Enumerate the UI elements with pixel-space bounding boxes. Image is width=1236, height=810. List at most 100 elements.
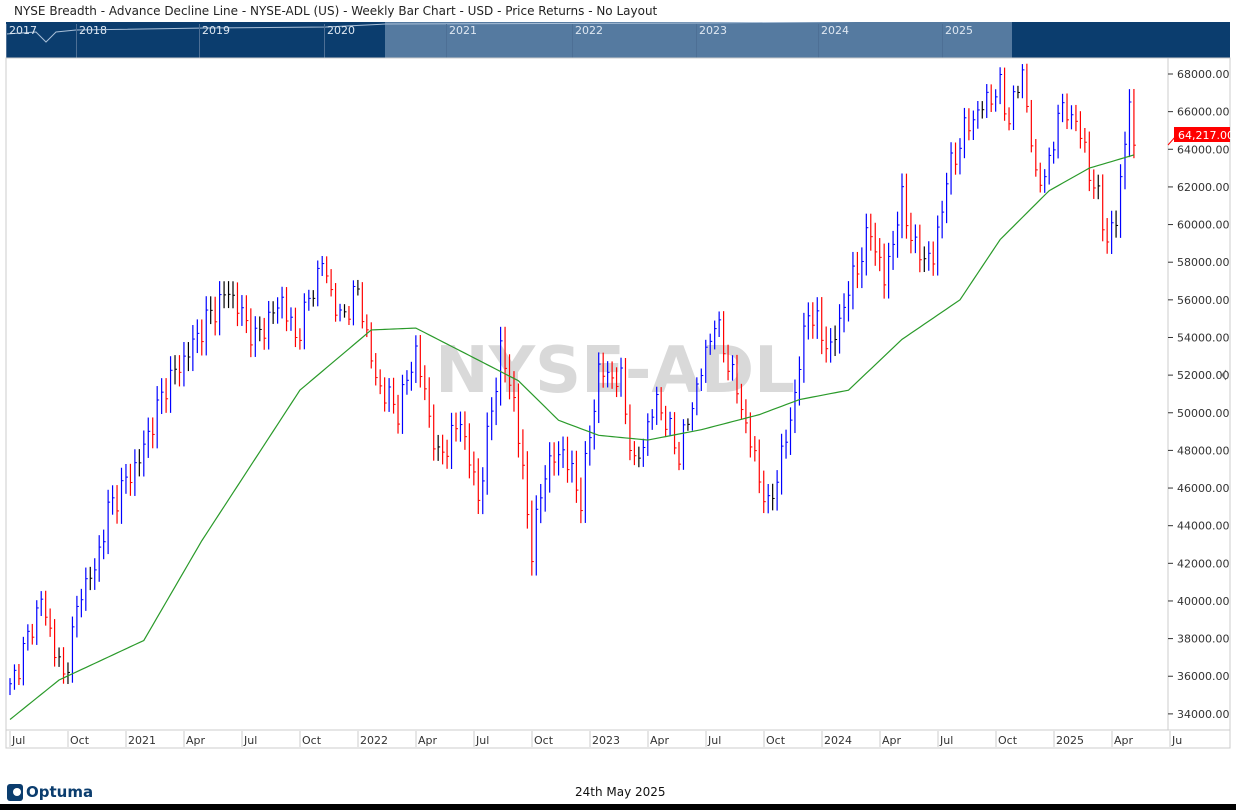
navigator-year[interactable]: 2020 xyxy=(324,24,355,58)
price-bar xyxy=(981,101,985,119)
price-bar xyxy=(384,377,387,412)
price-bar xyxy=(540,483,543,524)
price-bar xyxy=(945,172,949,224)
price-bar xyxy=(495,377,499,426)
price-bar xyxy=(330,269,334,297)
price-bar xyxy=(1133,88,1136,159)
price-bar xyxy=(219,281,222,336)
y-tick-label: 34000.00 xyxy=(1177,708,1230,721)
price-bar xyxy=(714,320,717,350)
price-bar xyxy=(705,339,708,383)
navigator-bar[interactable]: 2017 2018 2019 2020 2021 2022 2023 2024 2025 xyxy=(6,22,1230,58)
navigator-year[interactable]: 2023 xyxy=(696,24,727,58)
navigator-year[interactable]: 2025 xyxy=(942,24,973,58)
x-tick-label: Apr xyxy=(882,734,902,747)
navigator-year[interactable]: 2017 xyxy=(6,24,37,58)
price-bar xyxy=(152,417,155,449)
price-bar xyxy=(1039,162,1043,193)
price-bar xyxy=(553,442,557,476)
price-bar xyxy=(896,211,900,258)
price-bar xyxy=(772,483,775,511)
price-bar xyxy=(794,379,797,434)
price-bar xyxy=(1124,131,1127,190)
x-tick-label: 2025 xyxy=(1056,734,1084,747)
price-bar xyxy=(1061,93,1065,123)
price-bar xyxy=(691,402,695,431)
x-tick-label: 2021 xyxy=(128,734,156,747)
price-bar xyxy=(928,241,931,271)
navigator-year[interactable]: 2024 xyxy=(818,24,849,58)
price-bar xyxy=(214,296,218,336)
price-bar xyxy=(223,281,227,309)
price-bar xyxy=(919,224,922,273)
price-bar xyxy=(1008,107,1012,131)
price-bar xyxy=(1026,63,1029,113)
price-bar xyxy=(241,295,244,326)
price-bar xyxy=(562,436,566,468)
price-bar xyxy=(1119,164,1123,238)
price-bar xyxy=(1012,85,1016,131)
price-bar xyxy=(803,312,806,383)
price-bar xyxy=(678,441,681,471)
price-bar xyxy=(535,495,539,576)
navigator-selection[interactable] xyxy=(385,22,1012,58)
price-bar xyxy=(1102,174,1105,242)
x-tick-label: Jul xyxy=(475,734,489,747)
price-bar xyxy=(18,664,21,686)
price-bar xyxy=(669,411,673,437)
price-bar xyxy=(593,399,597,450)
price-bar xyxy=(107,489,111,555)
price-bar xyxy=(865,213,869,276)
navigator-year[interactable]: 2022 xyxy=(572,24,603,58)
navigator-year[interactable]: 2019 xyxy=(199,24,230,58)
price-bar xyxy=(116,485,120,524)
bottom-bar xyxy=(0,804,1236,810)
price-bar xyxy=(526,451,530,529)
price-bar xyxy=(232,281,235,309)
price-bar xyxy=(571,450,574,483)
price-bar xyxy=(277,297,280,324)
price-bar xyxy=(67,662,70,685)
price-bar xyxy=(999,67,1003,105)
x-axis-band xyxy=(5,729,1231,749)
price-bar xyxy=(1128,89,1132,158)
price-bar xyxy=(504,326,508,383)
price-bar xyxy=(682,419,686,470)
price-bar xyxy=(954,142,958,175)
price-bar xyxy=(977,101,980,129)
x-tick-label: Jul xyxy=(707,734,721,747)
price-bar xyxy=(138,449,142,477)
price-bar xyxy=(861,247,864,289)
price-bar xyxy=(89,566,93,591)
navigator-year[interactable]: 2021 xyxy=(446,24,477,58)
price-bar xyxy=(169,356,173,413)
price-bar xyxy=(161,378,164,415)
price-bar xyxy=(557,441,561,476)
last-price-label: 64,217.00 xyxy=(1178,129,1234,142)
price-bar xyxy=(379,369,383,395)
price-bar xyxy=(450,412,454,469)
x-tick-label: Oct xyxy=(766,734,786,747)
price-bar xyxy=(522,429,525,480)
collapse-chevron-icon[interactable] xyxy=(1221,369,1227,381)
price-bar xyxy=(352,280,356,326)
price-bar xyxy=(950,142,954,195)
price-bar xyxy=(1097,174,1101,200)
price-bar xyxy=(914,224,918,254)
price-bar xyxy=(120,467,124,524)
price-bar xyxy=(459,411,463,442)
price-bar xyxy=(392,377,396,414)
price-bar xyxy=(433,404,436,461)
price-bar xyxy=(486,412,490,495)
x-tick-label: Apr xyxy=(186,734,206,747)
price-bar xyxy=(874,222,878,266)
price-bar xyxy=(178,355,182,387)
price-bar xyxy=(838,304,842,354)
price-bar xyxy=(995,89,998,112)
x-tick-label: Oct xyxy=(70,734,90,747)
x-tick-label: Apr xyxy=(418,734,438,747)
navigator-year[interactable]: 2018 xyxy=(76,24,107,58)
x-tick-label: 2022 xyxy=(360,734,388,747)
price-bar xyxy=(401,374,405,434)
